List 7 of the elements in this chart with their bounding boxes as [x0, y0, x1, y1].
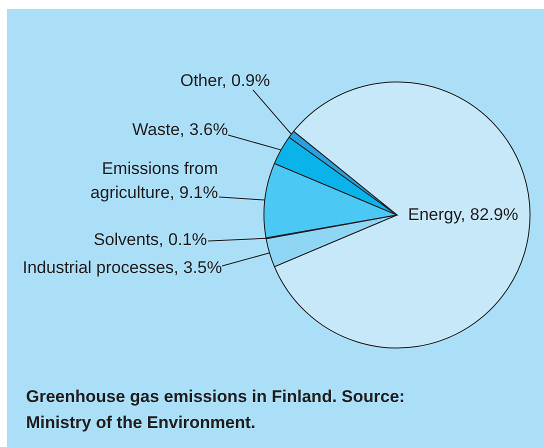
- slice-label: Emissions from agriculture, 9.1%: [89, 158, 218, 204]
- slice-label: Energy, 82.9%: [408, 204, 520, 226]
- slice-label: Industrial processes, 3.5%: [22, 257, 222, 279]
- slice-label: Waste, 3.6%: [131, 119, 228, 141]
- slice-label: Solvents, 0.1%: [92, 229, 207, 251]
- text: Greenhouse gas emissions in Finland. Source: Ministry of the Environment.: [26, 387, 405, 432]
- slice-label: Other, 0.9%: [179, 70, 270, 92]
